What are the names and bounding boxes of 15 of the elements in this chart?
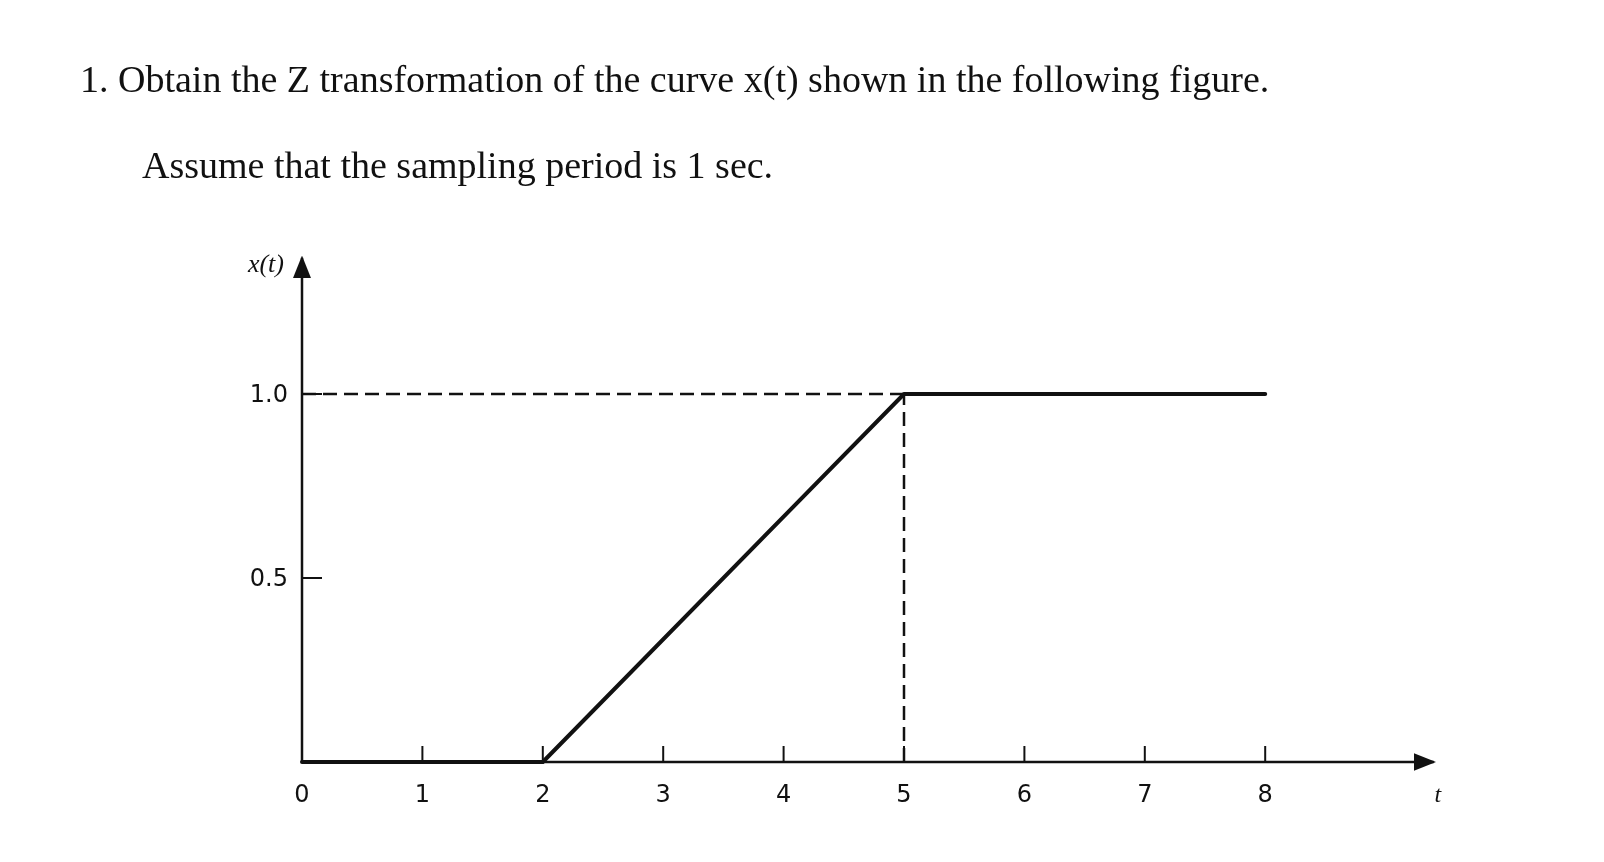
x-tick-label: 5	[896, 780, 912, 808]
x-tick-label: 6	[1016, 780, 1033, 808]
x-axis-title: t	[1434, 781, 1443, 807]
chart-subtitle: Assume that the sampling period is 1 sec.	[142, 144, 774, 186]
x-tick-label: 8	[1257, 780, 1273, 808]
y-axis-title: x(t)	[246, 248, 284, 278]
y-tick-label: 0.5	[249, 564, 288, 593]
x-tick-label: 1	[414, 780, 431, 808]
x-tick-label: 2	[535, 780, 551, 808]
x-tick-label: 0	[294, 780, 310, 808]
chart-title: 1. Obtain the Z transformation of the curve x(t) shown in the following figure.	[80, 58, 1270, 101]
y-tick-label: 1.0	[249, 380, 288, 409]
x-tick-label: 4	[775, 780, 792, 808]
x-tick-label: 3	[655, 780, 671, 808]
x-tick-label: 7	[1137, 780, 1153, 808]
